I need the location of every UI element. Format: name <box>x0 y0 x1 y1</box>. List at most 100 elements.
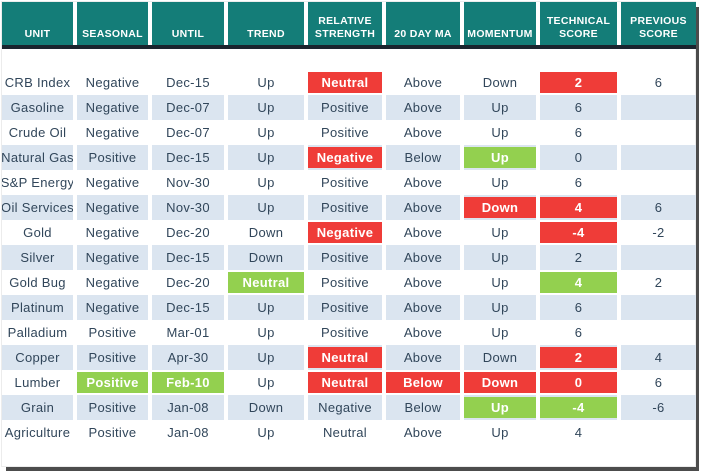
cell-value: Above <box>403 175 443 190</box>
column-header-6: 20 DAY MA <box>386 2 460 45</box>
table-cell: 0 <box>540 145 617 170</box>
cell-value: Oil Services <box>2 200 73 215</box>
table-cell: Negative <box>77 95 148 120</box>
table-cell: Up <box>464 295 536 320</box>
cell-value: -2 <box>652 225 665 240</box>
table-cell <box>621 245 696 270</box>
cell-value: Above <box>403 300 443 315</box>
cell-value: Down <box>248 250 284 265</box>
table-cell: Up <box>464 320 536 345</box>
cell-value: 6 <box>574 125 583 140</box>
cell-value: S&P Energy <box>2 175 73 190</box>
table-cell: Down <box>228 220 304 245</box>
table-cell: -4 <box>540 395 617 420</box>
cell-value: Above <box>403 350 443 365</box>
table-cell: Up <box>228 295 304 320</box>
cell-value: Negative <box>85 125 140 140</box>
cell-value: Above <box>403 75 443 90</box>
red-highlight-value: Neutral <box>308 372 382 393</box>
row-label-cell: Grain <box>2 395 73 420</box>
table-cell: Apr-30 <box>152 345 224 370</box>
header-divider-rule <box>2 45 696 49</box>
table-cell: Up <box>464 270 536 295</box>
table-cell: Up <box>228 420 304 445</box>
table-cell: Jan-08 <box>152 420 224 445</box>
table-cell: Nov-30 <box>152 195 224 220</box>
table-cell: -2 <box>621 220 696 245</box>
cell-value: Negative <box>85 200 140 215</box>
cell-value: Up <box>491 300 509 315</box>
red-highlight-value: Down <box>464 372 536 393</box>
table-cell: Above <box>386 295 460 320</box>
table-cell: 2 <box>621 270 696 295</box>
table-cell: 6 <box>621 370 696 395</box>
table-cell: Negative <box>308 395 382 420</box>
cell-value: Up <box>491 125 509 140</box>
green-highlight-value: Up <box>464 397 536 418</box>
cell-value: Up <box>491 425 509 440</box>
green-highlight-value: Feb-10 <box>152 372 224 393</box>
column-header-9: PREVIOUS SCORE <box>621 2 696 45</box>
row-label-cell: Natural Gas <box>2 145 73 170</box>
table-cell: Positive <box>77 145 148 170</box>
table-cell: Negative <box>308 145 382 170</box>
table-cell: Positive <box>308 170 382 195</box>
table-cell: Positive <box>77 420 148 445</box>
table-cell: Negative <box>77 295 148 320</box>
green-highlight-value: Neutral <box>228 272 304 293</box>
table-cell: Negative <box>77 70 148 95</box>
cell-value: Positive <box>88 400 137 415</box>
row-label-cell: Silver <box>2 245 73 270</box>
table-cell: Positive <box>77 370 148 395</box>
table-cell: Dec-07 <box>152 95 224 120</box>
table-cell: Dec-15 <box>152 70 224 95</box>
row-label-cell: Agriculture <box>2 420 73 445</box>
cell-value: Positive <box>321 100 369 115</box>
table-cell: Above <box>386 120 460 145</box>
table-cell: Below <box>386 395 460 420</box>
table-cell: Below <box>386 370 460 395</box>
cell-value: Jan-08 <box>167 425 209 440</box>
cell-value: Positive <box>321 275 369 290</box>
row-label-cell: Gasoline <box>2 95 73 120</box>
red-highlight-value: Below <box>386 372 460 393</box>
table-cell: Dec-20 <box>152 220 224 245</box>
cell-value: Lumber <box>14 375 61 390</box>
column-header-7: MOMENTUM <box>464 2 536 45</box>
table-cell: 2 <box>540 245 617 270</box>
cell-value: Above <box>403 325 443 340</box>
table-cell: Up <box>464 145 536 170</box>
table-cell: Down <box>228 245 304 270</box>
table-cell: Up <box>464 95 536 120</box>
table-cell: Neutral <box>228 270 304 295</box>
table-cell: Down <box>464 195 536 220</box>
green-highlight-value: Up <box>464 147 536 168</box>
table-cell: Negative <box>77 220 148 245</box>
cell-value: Gold <box>23 225 52 240</box>
table-cell: Above <box>386 70 460 95</box>
cell-value: Positive <box>321 175 369 190</box>
table-cell: Negative <box>77 170 148 195</box>
column-header-5: RELATIVE STRENGTH <box>308 2 382 45</box>
red-highlight-value: Neutral <box>308 72 382 93</box>
red-highlight-value: Negative <box>308 147 382 168</box>
cell-value: Down <box>248 400 284 415</box>
table-cell: Feb-10 <box>152 370 224 395</box>
cell-value: Negative <box>85 100 140 115</box>
red-highlight-value: Neutral <box>308 347 382 368</box>
table-cell: Dec-07 <box>152 120 224 145</box>
table-cell: Positive <box>77 320 148 345</box>
table-cell: 6 <box>621 195 696 220</box>
table-cell: 6 <box>540 95 617 120</box>
cell-value: Positive <box>88 350 137 365</box>
table-cell: Negative <box>77 245 148 270</box>
table-cell: Dec-15 <box>152 295 224 320</box>
table-cell: Dec-20 <box>152 270 224 295</box>
cell-value: 6 <box>574 175 583 190</box>
table-cell: Up <box>464 220 536 245</box>
table-cell: Above <box>386 270 460 295</box>
table-cell: Up <box>228 170 304 195</box>
cell-value: Natural Gas <box>2 150 73 165</box>
cell-value: Above <box>403 425 443 440</box>
table-cell: Above <box>386 95 460 120</box>
